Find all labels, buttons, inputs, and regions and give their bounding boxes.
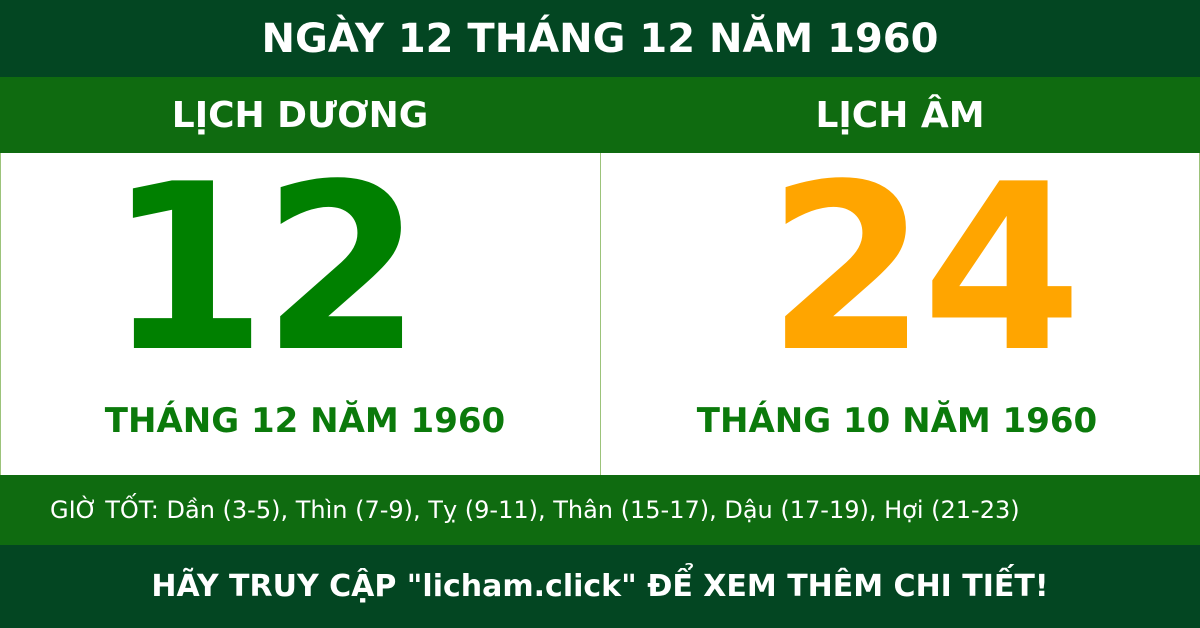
column-divider [600,153,601,475]
lunar-calendar-label: LỊCH ÂM [815,94,985,136]
lunar-day-number: 24 [766,136,1082,403]
solar-day-number: 12 [106,136,422,403]
calendar-headers: LỊCH DƯƠNG LỊCH ÂM [0,77,1200,153]
solar-month-year: THÁNG 12 NĂM 1960 [104,401,506,441]
page-title: NGÀY 12 THÁNG 12 NĂM 1960 [0,0,1200,77]
calendar-body: 12 24 THÁNG 12 NĂM 1960 THÁNG 10 NĂM 196… [0,143,1200,475]
good-hours: GIỜ TỐT: Dần (3-5), Thìn (7-9), Tỵ (9-11… [0,475,1200,545]
lunar-month-year: THÁNG 10 NĂM 1960 [696,401,1098,441]
left-border [0,153,1,475]
footer-cta: HÃY TRUY CẬP "licham.click" ĐỂ XEM THÊM … [0,545,1200,628]
solar-calendar-label: LỊCH DƯƠNG [171,94,429,136]
